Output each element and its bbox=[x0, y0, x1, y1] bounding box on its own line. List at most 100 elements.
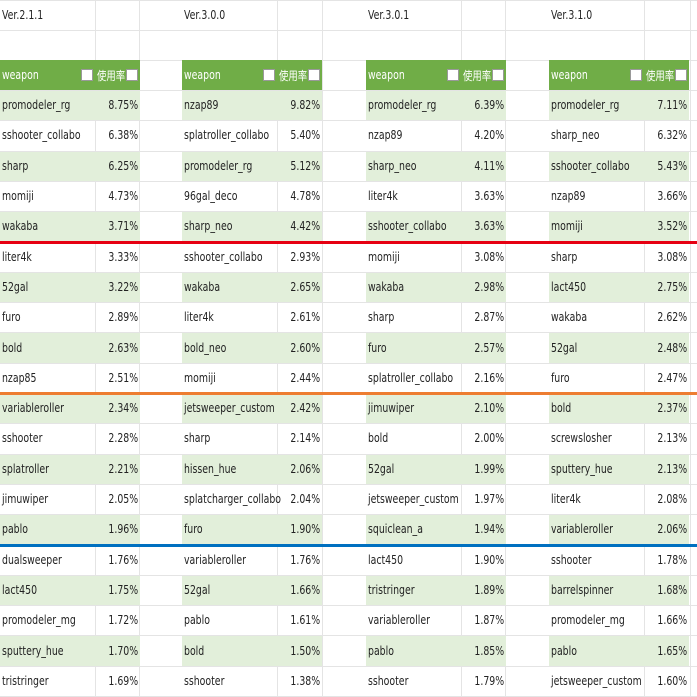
row-band bbox=[0, 575, 140, 606]
usage-rate: 4.73% bbox=[108, 189, 138, 204]
header-weapon: weapon bbox=[2, 68, 39, 83]
usage-rate: 1.79% bbox=[474, 673, 504, 688]
version-label: Ver.3.0.1 bbox=[368, 8, 410, 22]
weapon-name: variableroller bbox=[2, 401, 64, 416]
grid-line bbox=[0, 180, 697, 182]
usage-rate: 2.05% bbox=[108, 492, 138, 507]
usage-rate: 4.11% bbox=[474, 158, 504, 173]
usage-rate: 4.20% bbox=[474, 128, 504, 143]
filter-button bbox=[630, 69, 642, 81]
usage-rate: 6.25% bbox=[108, 158, 138, 173]
weapon-name: furo bbox=[368, 340, 387, 355]
row-band bbox=[0, 333, 140, 363]
usage-rate: 3.33% bbox=[108, 249, 138, 264]
usage-rate: 2.08% bbox=[657, 492, 687, 507]
grid-line bbox=[0, 362, 697, 364]
weapon-name: 96gal_deco bbox=[184, 189, 238, 204]
usage-rate: 2.47% bbox=[657, 370, 687, 385]
grid-line bbox=[0, 30, 697, 31]
weapon-name: promodeler_rg bbox=[2, 98, 71, 113]
weapon-name: pablo bbox=[368, 643, 394, 658]
weapon-name: jimuwiper bbox=[368, 401, 415, 416]
weapon-name: sshooter bbox=[184, 673, 225, 688]
row-band bbox=[549, 151, 689, 181]
usage-rate: 1.65% bbox=[657, 643, 687, 658]
usage-rate: 2.21% bbox=[108, 461, 138, 476]
filter-button bbox=[308, 69, 320, 81]
weapon-name: liter4k bbox=[368, 189, 398, 204]
weapon-name: sshooter_collabo bbox=[184, 249, 263, 264]
weapon-name: lact450 bbox=[551, 279, 587, 294]
filter-button bbox=[81, 69, 93, 81]
usage-rate: 3.52% bbox=[657, 219, 687, 234]
grid-line bbox=[0, 423, 697, 425]
row-band bbox=[366, 151, 506, 181]
row-band bbox=[549, 515, 689, 545]
weapon-name: sshooter bbox=[368, 673, 409, 688]
usage-rate: 2.13% bbox=[657, 431, 687, 446]
usage-rate: 3.63% bbox=[474, 189, 504, 204]
usage-rate: 2.06% bbox=[290, 461, 320, 476]
usage-rate: 1.90% bbox=[290, 522, 320, 537]
filter-button bbox=[126, 69, 138, 81]
separator-line bbox=[0, 543, 697, 547]
usage-rate: 6.38% bbox=[108, 128, 138, 143]
weapon-name: wakaba bbox=[184, 279, 221, 294]
usage-rate: 1.61% bbox=[290, 613, 320, 628]
weapon-name: variableroller bbox=[551, 522, 613, 537]
grid-line bbox=[690, 0, 691, 697]
usage-rate: 1.99% bbox=[474, 461, 504, 476]
weapon-name: promodeler_mg bbox=[2, 613, 76, 628]
usage-rate: 2.93% bbox=[290, 249, 320, 264]
usage-rate: 1.97% bbox=[474, 492, 504, 507]
usage-rate: 1.69% bbox=[108, 673, 138, 688]
grid-line bbox=[0, 0, 697, 1]
row-band bbox=[549, 394, 689, 424]
grid-line bbox=[0, 483, 697, 485]
row-band bbox=[182, 394, 322, 424]
weapon-name: nzap89 bbox=[368, 128, 403, 143]
row-band bbox=[182, 272, 322, 303]
usage-rate: 6.39% bbox=[474, 98, 504, 113]
grid-line bbox=[0, 514, 697, 516]
header-rate: 使用率 bbox=[646, 68, 675, 83]
weapon-name: bold bbox=[184, 643, 205, 658]
weapon-name: momiji bbox=[184, 370, 216, 385]
usage-rate: 3.22% bbox=[108, 279, 138, 294]
usage-rate: 1.50% bbox=[290, 643, 320, 658]
usage-rate: 2.75% bbox=[657, 279, 687, 294]
row-band bbox=[549, 91, 689, 121]
weapon-name: jetsweeper_custom bbox=[184, 401, 275, 416]
usage-rate: 1.76% bbox=[290, 552, 320, 567]
weapon-name: promodeler_rg bbox=[184, 158, 253, 173]
weapon-name: sharp_neo bbox=[184, 219, 233, 234]
row-band bbox=[182, 515, 322, 545]
row-band bbox=[0, 636, 140, 666]
weapon-name: nzap89 bbox=[551, 189, 586, 204]
weapon-name: sshooter bbox=[2, 431, 43, 446]
weapon-name: jimuwiper bbox=[2, 492, 49, 507]
usage-rate: 2.16% bbox=[474, 370, 504, 385]
usage-rate: 3.08% bbox=[474, 249, 504, 264]
usage-rate: 4.42% bbox=[290, 219, 320, 234]
usage-rate: 3.71% bbox=[108, 219, 138, 234]
weapon-name: furo bbox=[184, 522, 203, 537]
usage-rate: 2.48% bbox=[657, 340, 687, 355]
row-band bbox=[549, 454, 689, 484]
row-band bbox=[182, 575, 322, 606]
row-band bbox=[366, 272, 506, 303]
separator-line bbox=[0, 392, 697, 395]
usage-rate: 3.63% bbox=[474, 219, 504, 234]
weapon-name: liter4k bbox=[184, 310, 214, 325]
grid-line bbox=[0, 332, 697, 334]
weapon-name: pablo bbox=[2, 522, 28, 537]
usage-rate: 1.87% bbox=[474, 613, 504, 628]
weapon-name: momiji bbox=[368, 249, 400, 264]
usage-rate: 2.10% bbox=[474, 401, 504, 416]
row-band bbox=[366, 454, 506, 484]
header-bg bbox=[0, 60, 140, 91]
usage-rate: 1.68% bbox=[657, 582, 687, 597]
usage-rate: 2.89% bbox=[108, 310, 138, 325]
weapon-name: hissen_hue bbox=[184, 461, 237, 476]
weapon-name: pablo bbox=[184, 613, 210, 628]
